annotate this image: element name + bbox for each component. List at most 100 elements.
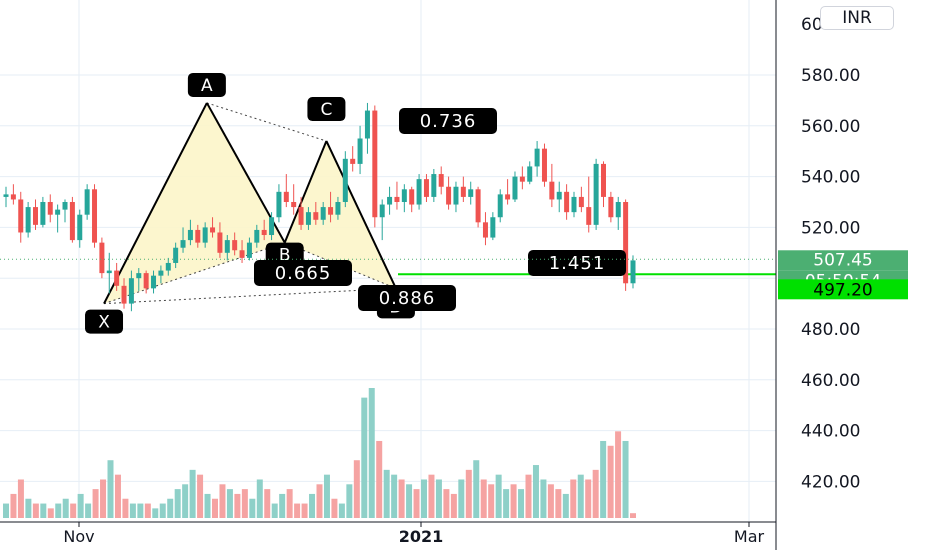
point-label-x-bg: [85, 309, 124, 334]
point-label-a[interactable]: A: [187, 72, 226, 97]
candle-body: [505, 194, 511, 200]
candle-body: [401, 189, 407, 202]
candle-body: [600, 163, 606, 197]
candle-body: [571, 196, 577, 213]
ratio-label-2[interactable]: 0.736: [399, 108, 497, 134]
ratio-line-ac: [206, 102, 327, 142]
volume-bar: [443, 489, 450, 518]
volume-bar: [406, 484, 413, 518]
volume-bar: [480, 479, 487, 518]
volume-bar: [323, 474, 330, 518]
volume-bar: [92, 489, 99, 518]
volume-bar: [547, 484, 554, 518]
point-label-x[interactable]: X: [85, 309, 124, 334]
volume-bar: [249, 498, 256, 518]
y-tick-label: 460.00: [801, 371, 860, 391]
ratio-label-3-bg: [528, 250, 626, 276]
candle-body: [298, 207, 304, 225]
candle-body: [40, 202, 46, 225]
volume-bar: [122, 498, 129, 518]
candle-body: [475, 189, 481, 223]
volume-bar: [353, 460, 360, 518]
candle-body: [128, 278, 134, 304]
ratio-label-1-text: 0.886: [379, 288, 436, 309]
volume-bar: [607, 445, 614, 518]
volume-bar: [219, 484, 226, 518]
volume-bar: [286, 489, 293, 518]
ratio-label-3-text: 1.451: [549, 253, 606, 274]
candle-body: [490, 217, 496, 238]
volume-bar: [398, 479, 405, 518]
candle-body: [99, 242, 105, 274]
candle-body: [239, 250, 245, 258]
volume-bar: [615, 431, 622, 518]
volume-bar: [630, 513, 636, 518]
candle-body: [202, 227, 208, 243]
volume-bar: [271, 503, 278, 518]
pattern-leg-xa[interactable]: [103, 102, 208, 305]
x-tick-label: 2021: [399, 527, 444, 546]
candle-body: [55, 209, 61, 215]
volume-bar: [137, 503, 144, 518]
candle-body: [232, 240, 238, 251]
candle-body: [25, 207, 31, 233]
volume-bar: [77, 493, 84, 518]
candle-body: [372, 110, 378, 218]
volume-bar: [540, 479, 547, 518]
candlesticks: [3, 102, 636, 312]
candle-body: [527, 166, 533, 182]
ratio-label-1[interactable]: 0.886: [358, 285, 456, 311]
volume-bar: [100, 479, 107, 518]
volume-bar: [503, 489, 510, 518]
candle-body: [409, 189, 415, 205]
candle-body: [114, 270, 120, 286]
y-tick-label: 420.00: [801, 472, 860, 492]
volume-bar: [32, 503, 39, 518]
candle-body: [283, 191, 289, 202]
pattern-leg-bc[interactable]: [283, 140, 328, 244]
currency-button[interactable]: INR: [820, 6, 894, 30]
candle-body: [121, 285, 127, 304]
volume-bar: [144, 503, 151, 518]
candle-body: [453, 186, 459, 205]
candle-body: [269, 217, 275, 236]
ratio-label-0[interactable]: 0.665: [254, 260, 352, 286]
time-axis[interactable]: Nov 2021 Mar: [0, 521, 776, 546]
volume-bar: [435, 479, 442, 518]
price-axis[interactable]: 580.00 560.00 540.00 520.00 480.00 460.00 440.…: [775, 0, 860, 550]
volume-bar: [391, 474, 398, 518]
point-label-x-text: X: [98, 313, 110, 333]
volume-bar: [226, 489, 233, 518]
currency-label: INR: [842, 8, 872, 28]
volume-bar: [331, 498, 338, 518]
volume-bar: [338, 503, 345, 518]
volume-bar: [3, 503, 9, 518]
volume-bar: [212, 498, 218, 518]
volume-bar: [518, 489, 525, 518]
volume-bar: [55, 503, 62, 518]
candle-body: [158, 270, 164, 276]
volume-bar: [301, 503, 308, 518]
candle-body: [187, 229, 193, 241]
ratio-label-3[interactable]: 1.451: [528, 250, 626, 276]
point-label-a-text: A: [201, 76, 213, 96]
volume-bar: [47, 508, 54, 518]
x-tick-label: Mar: [734, 527, 765, 546]
pattern-leg-cd[interactable]: [325, 140, 397, 289]
volume-bar: [570, 479, 577, 518]
candle-body: [320, 207, 326, 220]
volume-bar: [450, 493, 457, 518]
volume-bar: [473, 460, 480, 518]
ratio-line-xb: [103, 242, 285, 305]
candle-body: [541, 148, 547, 182]
candle-body: [47, 202, 53, 215]
candle-body: [512, 176, 518, 200]
candle-body: [482, 222, 488, 238]
ratio-label-0-bg: [254, 260, 352, 286]
candle-body: [556, 191, 562, 200]
volume-bar: [174, 489, 181, 518]
candle-body: [431, 174, 437, 197]
point-label-c[interactable]: C: [307, 97, 346, 122]
